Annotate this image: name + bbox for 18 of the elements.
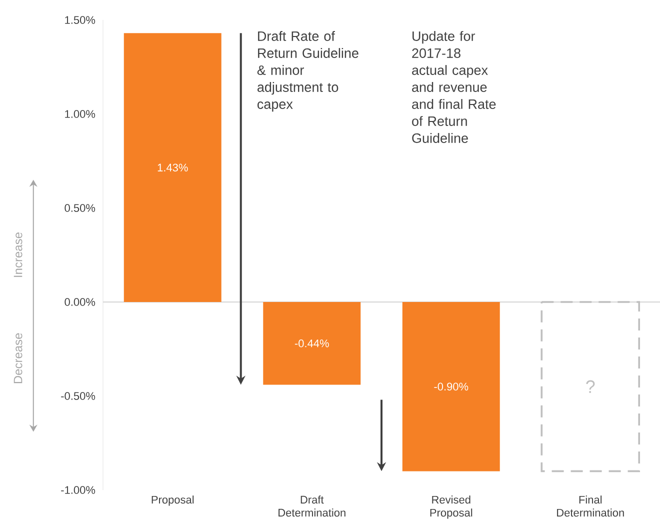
y-tick-label: 0.00% — [64, 298, 96, 306]
y-tick-label: 1.50% — [65, 16, 96, 24]
data-label: -0.90% — [434, 382, 468, 390]
data-label: 1.43% — [158, 164, 188, 172]
annotation: Draft Rate of Return Guideline & minor adjustment to capex — [257, 31, 358, 112]
x-tick-label: Proposal — [152, 496, 194, 506]
y-tick-label: 1.00% — [65, 110, 96, 118]
data-label: -0.44% — [294, 339, 329, 348]
data-label: ? — [586, 380, 595, 393]
text: Decrease — [14, 333, 22, 384]
y-tick-label: -1.00% — [61, 486, 96, 494]
annotation: Update for 2017-18 actual capex and revenue and final Rate of Return Guideline — [412, 31, 496, 143]
x-tick-label: Final Determination — [557, 496, 624, 517]
x-tick-label: Draft Determination — [278, 496, 346, 517]
text: Increase — [14, 232, 22, 277]
y-tick-label: 0.50% — [64, 204, 96, 212]
y-tick-label: -0.50% — [61, 392, 96, 400]
x-tick-label: Revised Proposal — [430, 496, 472, 519]
